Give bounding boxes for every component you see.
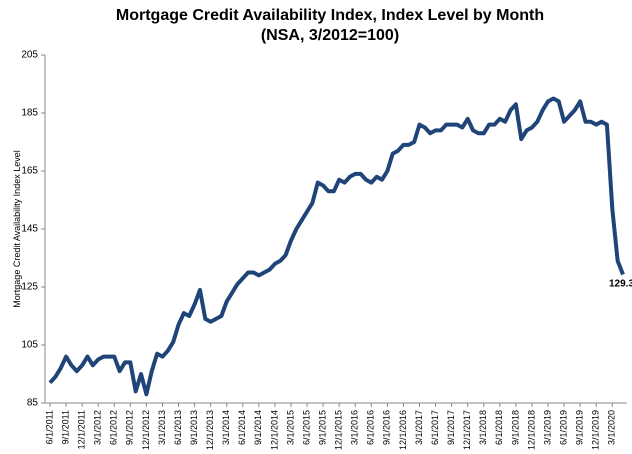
x-tick-label: 12/1/2017 (462, 410, 472, 450)
y-tick-label: 145 (21, 224, 38, 235)
x-tick-label: 3/1/2016 (350, 410, 360, 445)
x-tick-label: 3/1/2015 (285, 410, 295, 445)
x-tick-label: 3/1/2020 (607, 410, 617, 445)
y-tick-label: 125 (21, 282, 38, 293)
x-tick-label: 12/1/2015 (334, 410, 344, 450)
x-tick-label: 6/1/2011 (44, 410, 54, 444)
x-tick-label: 9/1/2013 (189, 410, 199, 445)
x-tick-label: 9/1/2012 (125, 410, 135, 445)
y-tick-label: 85 (27, 398, 39, 409)
x-tick-label: 6/1/2014 (237, 410, 247, 445)
x-tick-label: 12/1/2011 (77, 410, 87, 449)
x-tick-label: 3/1/2012 (93, 410, 103, 445)
chart-title: Mortgage Credit Availability Index, Inde… (116, 7, 544, 24)
data-label: 129.3 (609, 279, 632, 290)
x-tick-label: 6/1/2013 (173, 410, 183, 445)
x-tick-label: 3/1/2013 (157, 410, 167, 445)
x-tick-label: 6/1/2012 (109, 410, 119, 445)
x-tick-label: 12/1/2016 (398, 410, 408, 450)
x-tick-label: 9/1/2019 (575, 410, 585, 445)
y-tick-label: 205 (21, 50, 38, 61)
x-tick-label: 9/1/2017 (446, 410, 456, 445)
x-tick-label: 9/1/2014 (253, 410, 263, 445)
x-tick-label: 6/1/2018 (494, 410, 504, 445)
x-tick-label: 12/1/2018 (526, 410, 536, 450)
y-axis-label: Mortgage Credit Availability Index Level (12, 150, 22, 307)
x-tick-label: 3/1/2018 (478, 410, 488, 445)
x-tick-label: 9/1/2018 (510, 410, 520, 445)
x-tick-label: 9/1/2016 (382, 410, 392, 445)
x-tick-label: 6/1/2015 (301, 410, 311, 445)
x-tick-label: 12/1/2013 (205, 410, 215, 450)
y-tick-label: 165 (21, 166, 38, 177)
line-series (48, 96, 625, 397)
x-tick-label: 3/1/2017 (414, 410, 424, 445)
x-tick-label: 9/1/2015 (317, 410, 327, 445)
y-tick-label: 185 (21, 108, 38, 119)
x-tick-label: 3/1/2014 (221, 410, 231, 445)
x-tick-label: 12/1/2012 (141, 410, 151, 450)
x-tick-label: 9/1/2011 (60, 410, 70, 444)
x-tick-label: 6/1/2017 (430, 410, 440, 445)
chart-subtitle: (NSA, 3/2012=100) (261, 27, 399, 44)
x-tick-label: 3/1/2019 (542, 410, 552, 445)
y-tick-label: 105 (21, 340, 38, 351)
x-tick-label: 6/1/2016 (366, 410, 376, 445)
x-tick-label: 12/1/2019 (591, 410, 601, 450)
x-tick-label: 12/1/2014 (269, 410, 279, 450)
x-tick-label: 6/1/2019 (558, 410, 568, 445)
